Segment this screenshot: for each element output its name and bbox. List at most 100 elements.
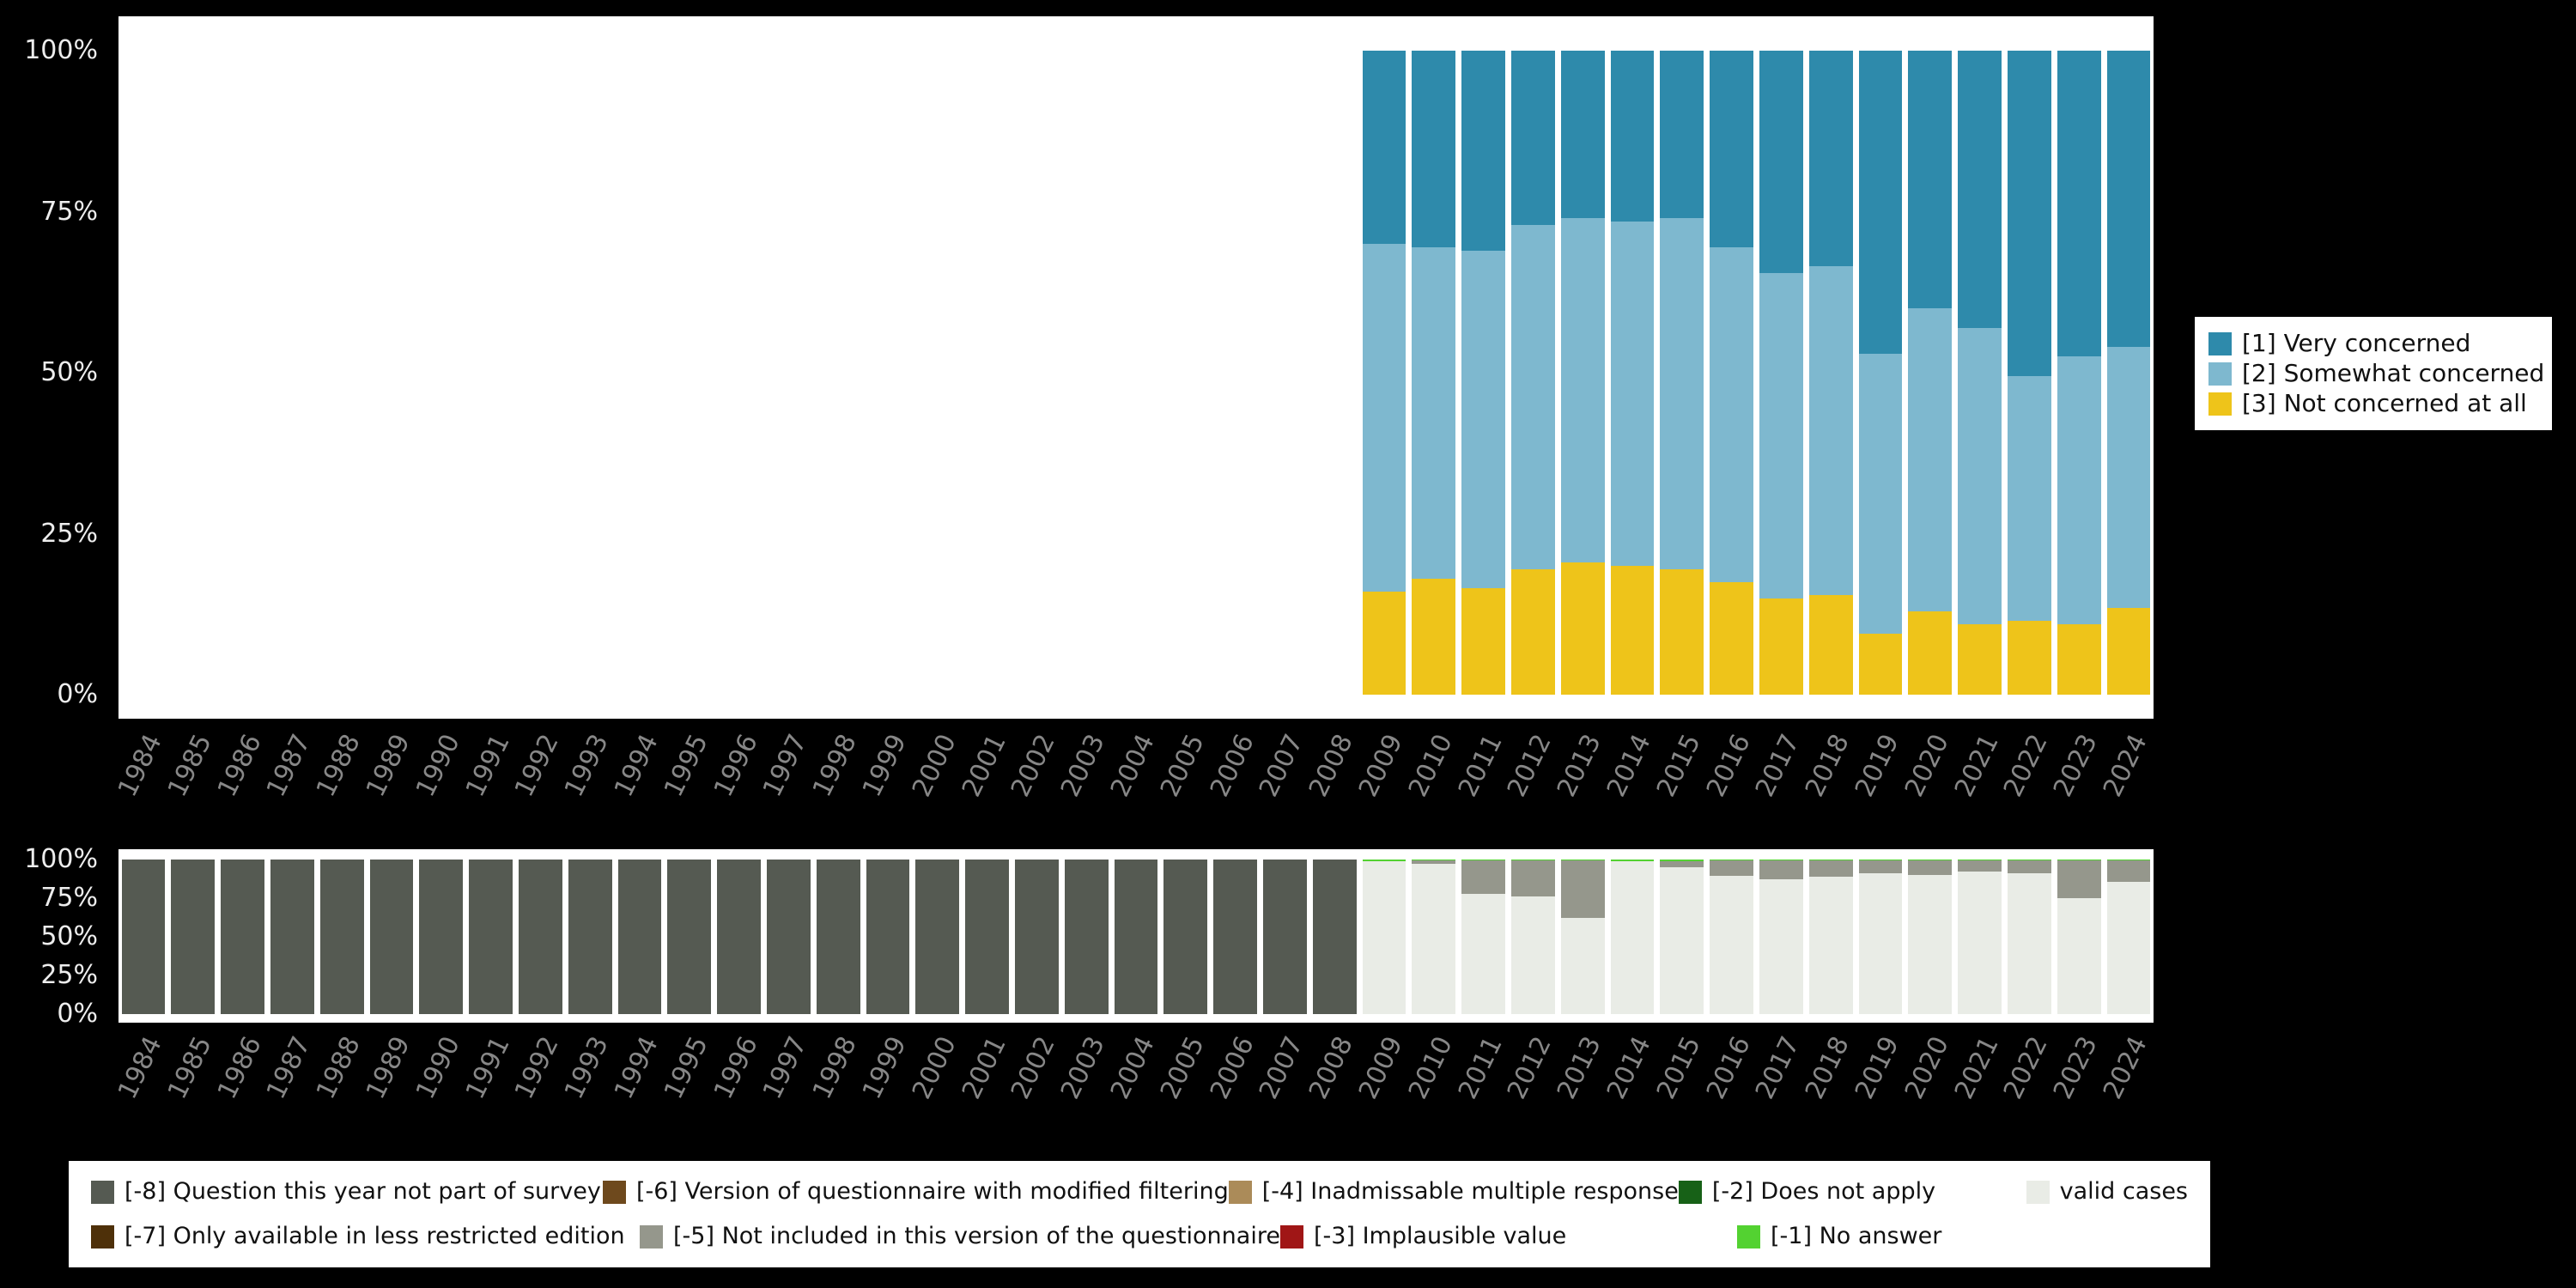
bar-segment bbox=[1808, 876, 1853, 1014]
bar-segment bbox=[1610, 51, 1655, 222]
bar-segment bbox=[221, 860, 264, 1014]
minus7-label: [-7] Only available in less restricted e… bbox=[125, 1223, 625, 1249]
bar-segment bbox=[419, 860, 464, 1014]
bar-segment bbox=[1461, 893, 1506, 1014]
y-axis-tick-label: 0% bbox=[57, 999, 98, 1029]
bar-segment bbox=[1908, 611, 1953, 695]
minus4-label: [-4] Inadmissable multiple response bbox=[1261, 1178, 1679, 1205]
bar-segment bbox=[2008, 620, 2051, 695]
bar-segment bbox=[1759, 272, 1803, 598]
bar-segment bbox=[717, 860, 761, 1014]
missing-legend-row-2: [-7] Only available in less restricted e… bbox=[91, 1224, 2188, 1249]
bar-segment bbox=[270, 860, 314, 1014]
distribution-x-axis: 1984 1985 1986 1987 1988 1989 1990 1991 1992 1993… bbox=[112, 730, 2154, 842]
bar-segment bbox=[1610, 860, 1655, 1014]
missing-values-legend: [-8] Question this year not part of surv… bbox=[69, 1161, 2210, 1267]
bar-segment bbox=[1412, 860, 1456, 865]
bar-segment bbox=[1412, 246, 1456, 579]
bar-segment bbox=[1213, 860, 1257, 1014]
legend-item-minus1: [-1] No answer bbox=[1737, 1224, 2110, 1249]
minus1-label: [-1] No answer bbox=[1771, 1223, 1942, 1249]
bar-segment bbox=[2106, 860, 2151, 883]
bar-segment bbox=[1808, 51, 1853, 267]
y-axis-tick-label: 25% bbox=[40, 518, 98, 549]
bar-segment bbox=[1858, 633, 1903, 695]
legend-item-minus7: [-7] Only available in less restricted e… bbox=[91, 1224, 640, 1249]
bar-segment bbox=[2008, 51, 2051, 376]
legend-item-very-concerned: [1] Very concerned bbox=[2208, 331, 2538, 356]
minus4-swatch bbox=[1228, 1180, 1252, 1204]
bar-segment bbox=[1908, 308, 1953, 611]
bar-segment bbox=[1560, 562, 1605, 695]
distribution-plot-panel bbox=[118, 16, 2154, 719]
bar-segment bbox=[1710, 51, 1754, 247]
minus2-swatch bbox=[1678, 1180, 1702, 1204]
bar-segment bbox=[2057, 51, 2101, 357]
very-concerned-swatch bbox=[2208, 331, 2232, 355]
legend-item-minus5: [-5] Not included in this version of the… bbox=[640, 1224, 1280, 1249]
bar-segment bbox=[1610, 566, 1655, 695]
bar-segment bbox=[816, 860, 860, 1014]
bar-segment bbox=[518, 860, 562, 1014]
bar-segment bbox=[1660, 568, 1704, 695]
bar-segment bbox=[2106, 607, 2151, 695]
bar-segment bbox=[1808, 860, 1853, 877]
legend-item-somewhat-concerned: [2] Somewhat concerned bbox=[2208, 361, 2544, 386]
legend-item-minus6: [-6] Version of questionnaire with modif… bbox=[602, 1178, 1229, 1205]
bar-segment bbox=[1560, 917, 1605, 1014]
bar-segment bbox=[2008, 873, 2051, 1014]
bar-segment bbox=[1412, 579, 1456, 695]
missing-values-plot-panel bbox=[118, 849, 2154, 1023]
valid-cases-label: valid cases bbox=[2059, 1178, 2188, 1205]
valid-cases-swatch bbox=[2026, 1180, 2050, 1204]
bar-segment bbox=[1710, 860, 1754, 876]
bar-segment bbox=[1362, 860, 1406, 1014]
y-axis-tick-label: 75% bbox=[40, 883, 98, 913]
bar-segment bbox=[1511, 860, 1555, 897]
bar-segment bbox=[1560, 860, 1605, 918]
bar-segment bbox=[2057, 356, 2101, 624]
bar-segment bbox=[2057, 898, 2101, 1014]
bar-segment bbox=[1461, 860, 1506, 894]
bar-segment bbox=[2008, 860, 2051, 874]
bar-segment bbox=[617, 860, 662, 1014]
bar-segment bbox=[915, 860, 960, 1014]
bar-segment bbox=[1362, 860, 1406, 861]
bar-segment bbox=[1908, 860, 1953, 875]
bar-segment bbox=[1362, 244, 1406, 592]
bar-segment bbox=[1759, 51, 1803, 273]
bar-segment bbox=[469, 860, 513, 1014]
distribution-legend: [1] Very concerned [2] Somewhat concerne… bbox=[2195, 317, 2552, 430]
bar-segment bbox=[965, 860, 1009, 1014]
missing-legend-row-1: [-8] Question this year not part of surv… bbox=[91, 1179, 2188, 1205]
bar-segment bbox=[1362, 592, 1406, 695]
bar-segment bbox=[1560, 218, 1605, 563]
legend-item-minus2: [-2] Does not apply bbox=[1678, 1179, 2026, 1205]
minus6-swatch bbox=[602, 1180, 626, 1204]
bar-segment bbox=[1560, 51, 1605, 218]
somewhat-concerned-label: [2] Somewhat concerned bbox=[2242, 359, 2545, 387]
bar-segment bbox=[2106, 347, 2151, 608]
bar-segment bbox=[1858, 51, 1903, 354]
legend-item-minus4: [-4] Inadmissable multiple response bbox=[1228, 1178, 1679, 1205]
bar-segment bbox=[1511, 896, 1555, 1014]
legend-item-not-concerned: [3] Not concerned at all bbox=[2208, 391, 2538, 416]
missing-values-x-axis: 1984 1985 1986 1987 1988 1989 1990 1991 1992 1993… bbox=[112, 1032, 2154, 1145]
bar-segment bbox=[1660, 218, 1704, 569]
y-axis-tick-label: 100% bbox=[24, 844, 98, 874]
somewhat-concerned-swatch bbox=[2208, 361, 2232, 386]
minus6-label: [-6] Version of questionnaire with modif… bbox=[635, 1178, 1229, 1205]
bar-segment bbox=[1710, 875, 1754, 1014]
y-axis-tick-label: 50% bbox=[40, 357, 98, 387]
bar-segment bbox=[1759, 878, 1803, 1014]
legend-item-valid-cases: valid cases bbox=[2026, 1179, 2188, 1205]
y-axis-tick-label: 0% bbox=[57, 679, 98, 709]
distribution-y-axis: 100% 75% 50% 25% 0% bbox=[0, 0, 108, 1288]
bar-segment bbox=[2106, 51, 2151, 347]
bar-segment bbox=[2106, 882, 2151, 1014]
bar-segment bbox=[1511, 224, 1555, 569]
bar-segment bbox=[2008, 375, 2051, 621]
bar-segment bbox=[1958, 623, 2002, 695]
bar-segment bbox=[1610, 221, 1655, 566]
bar-segment bbox=[1908, 875, 1953, 1014]
